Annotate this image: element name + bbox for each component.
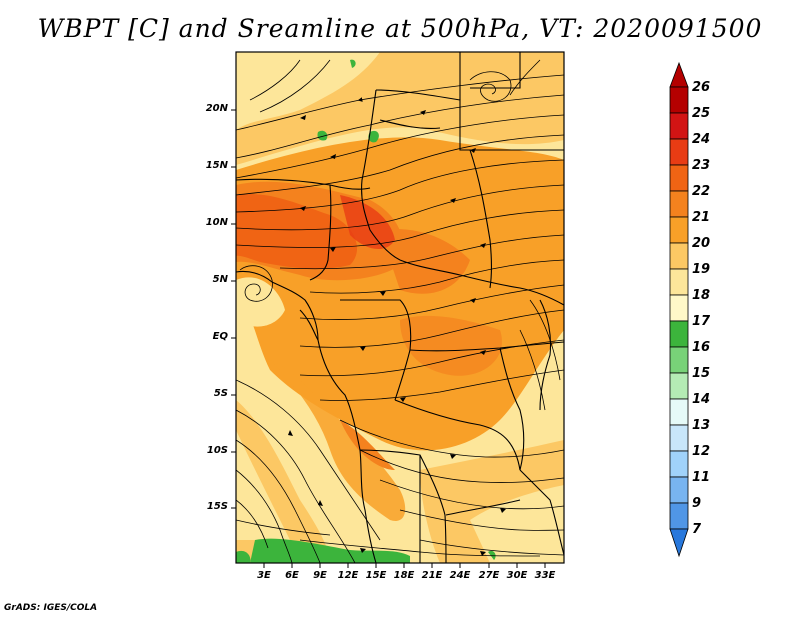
map-ticks xyxy=(231,109,546,568)
colorbar-top-triangle xyxy=(669,61,689,88)
colorbar-label: 12 xyxy=(692,444,711,459)
streamlines xyxy=(236,59,564,563)
colorbar-swatch xyxy=(669,216,689,244)
lat-label: 10N xyxy=(205,217,228,228)
lat-label: 15N xyxy=(205,160,228,171)
colorbar-label: 24 xyxy=(692,132,711,147)
colorbar-bottom-triangle xyxy=(669,528,689,558)
colorbar-swatch xyxy=(669,346,689,374)
colorbar-swatch xyxy=(669,476,689,504)
colorbar-label: 13 xyxy=(692,418,711,433)
colorbar-label: 14 xyxy=(692,392,711,407)
colorbar-swatch xyxy=(669,268,689,296)
lat-label: 20N xyxy=(205,103,228,114)
map-title: WBPT [C] and Sreamline at 500hPa, VT: 20… xyxy=(37,14,763,43)
lon-label: 9E xyxy=(313,570,327,581)
grads-credit: GrADS: IGES/COLA xyxy=(4,603,98,613)
lon-label: 27E xyxy=(478,570,500,581)
lon-label: 3E xyxy=(257,570,271,581)
colorbar-swatch xyxy=(669,450,689,478)
lat-label: 5N xyxy=(212,274,228,285)
colorbar-label: 22 xyxy=(692,184,711,199)
lon-label: 15E xyxy=(365,570,387,581)
colorbar-label: 7 xyxy=(692,522,702,537)
colorbar-label: 25 xyxy=(692,106,711,121)
colorbar-label: 26 xyxy=(692,80,711,95)
colorbar-label: 16 xyxy=(692,340,711,355)
colorbar-swatch xyxy=(669,294,689,322)
lat-label: 10S xyxy=(206,445,228,456)
colorbar-swatch xyxy=(669,112,689,140)
colorbar-label: 23 xyxy=(692,158,711,173)
colorbar-swatch xyxy=(669,372,689,400)
colorbar-swatch xyxy=(669,242,689,270)
colorbar-label: 18 xyxy=(692,288,711,303)
colorbar xyxy=(669,61,689,558)
map-frame xyxy=(235,51,565,564)
colorbar-swatch xyxy=(669,424,689,452)
lon-label: 30E xyxy=(506,570,528,581)
colorbar-label: 17 xyxy=(692,314,711,329)
colorbar-swatch xyxy=(669,138,689,166)
colorbar-label: 21 xyxy=(692,210,711,225)
wbpt-field xyxy=(236,52,564,563)
lat-label: EQ xyxy=(212,331,228,342)
colorbar-swatch xyxy=(669,502,689,530)
colorbar-swatch xyxy=(669,398,689,426)
colorbar-swatch xyxy=(669,164,689,192)
country-borders xyxy=(236,52,564,563)
lat-label: 5S xyxy=(213,388,228,399)
colorbar-label: 20 xyxy=(692,236,711,251)
colorbar-label: 9 xyxy=(692,496,702,511)
lon-label: 12E xyxy=(337,570,359,581)
lon-label: 33E xyxy=(534,570,556,581)
lon-label: 21E xyxy=(421,570,443,581)
colorbar-swatch xyxy=(669,86,689,114)
colorbar-label: 19 xyxy=(692,262,711,277)
colorbar-label: 11 xyxy=(692,470,711,485)
colorbar-swatch xyxy=(669,190,689,218)
lon-label: 18E xyxy=(393,570,415,581)
lon-label: 24E xyxy=(449,570,471,581)
lat-label: 15S xyxy=(206,501,228,512)
colorbar-label: 15 xyxy=(692,366,711,381)
colorbar-swatch xyxy=(669,320,689,348)
lon-label: 6E xyxy=(285,570,299,581)
